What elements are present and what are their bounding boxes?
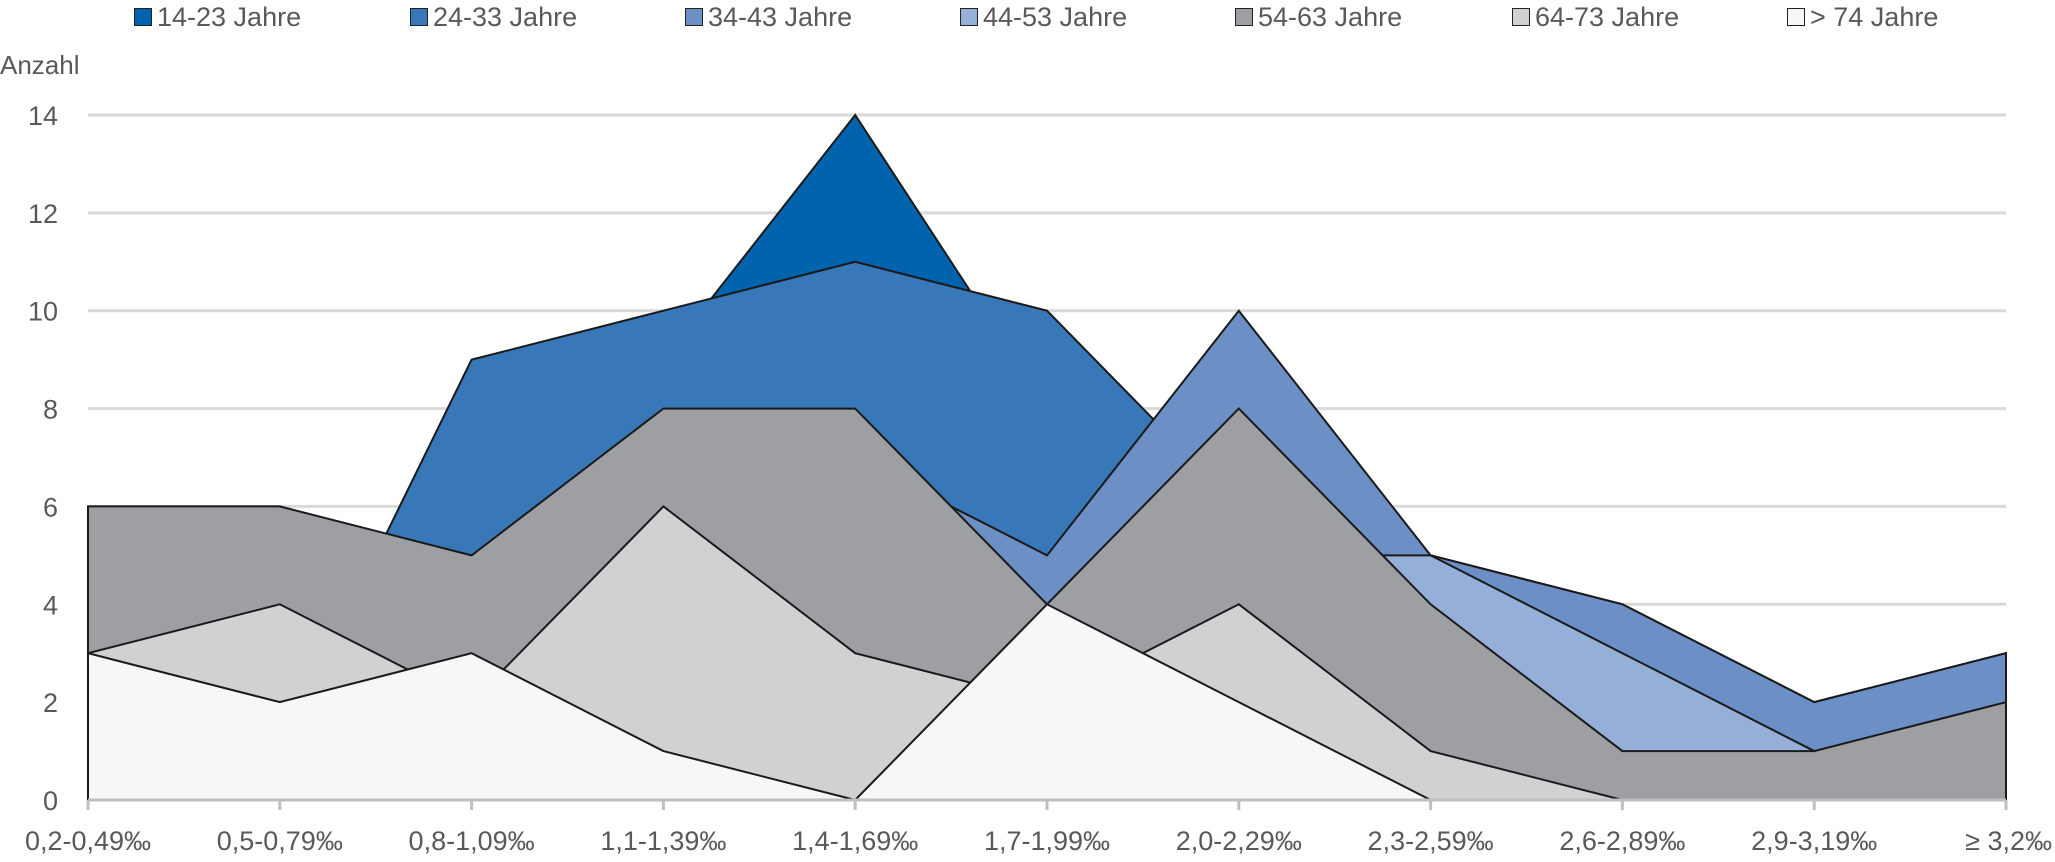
axes: 0 2 4 6 8 10 12 14 0,2-0,49‰ 0,5-0,79‰ 0,8-1,09‰ 1,… <box>0 50 2052 856</box>
legend-label: 64-73 Jahre <box>1535 1 1680 32</box>
legend-swatch <box>685 8 703 26</box>
y-tick-label: 2 <box>43 688 58 718</box>
legend-swatch <box>1787 8 1805 26</box>
x-tick-label: 0,2-0,49‰ <box>25 826 151 856</box>
legend-item: 54-63 Jahre <box>1235 2 1402 32</box>
legend-label: 34-43 Jahre <box>708 1 853 32</box>
legend-item: 24-33 Jahre <box>410 2 577 32</box>
legend-label: 24-33 Jahre <box>433 1 578 32</box>
legend-label: > 74 Jahre <box>1810 1 1939 32</box>
legend-swatch <box>1512 8 1530 26</box>
x-tick-label: 2,0-2,29‰ <box>1176 826 1302 856</box>
legend-item: 34-43 Jahre <box>685 2 852 32</box>
y-tick-label: 0 <box>43 786 58 816</box>
legend-item: > 74 Jahre <box>1787 2 1938 32</box>
x-tick-label: 2,6-2,89‰ <box>1559 826 1685 856</box>
y-tick-label: 8 <box>43 395 58 425</box>
y-tick-label: 6 <box>43 492 58 522</box>
x-tick-label: 0,8-1,09‰ <box>409 826 535 856</box>
y-tick-label: 4 <box>43 590 58 620</box>
legend: 14-23 Jahre 24-33 Jahre 34-43 Jahre 44-53 J… <box>0 0 2055 34</box>
legend-label: 14-23 Jahre <box>157 1 302 32</box>
legend-swatch <box>1235 8 1253 26</box>
x-tick-label: 0,5-0,79‰ <box>217 826 343 856</box>
x-tick-label: 1,4-1,69‰ <box>792 826 918 856</box>
y-axis-title: Anzahl <box>0 50 80 80</box>
x-tick-label: 1,7-1,99‰ <box>984 826 1110 856</box>
series-areas <box>87 113 2007 802</box>
legend-swatch <box>960 8 978 26</box>
x-tick-label: 2,3-2,59‰ <box>1368 826 1494 856</box>
legend-item: 64-73 Jahre <box>1512 2 1679 32</box>
legend-item: 14-23 Jahre <box>134 2 301 32</box>
legend-item: 44-53 Jahre <box>960 2 1127 32</box>
legend-swatch <box>410 8 428 26</box>
y-tick-label: 10 <box>28 297 58 327</box>
y-tick-label: 12 <box>28 199 58 229</box>
y-tick-label: 14 <box>28 101 58 131</box>
x-tick-label: ≥ 3,2‰ <box>1965 826 2052 856</box>
legend-label: 44-53 Jahre <box>983 1 1128 32</box>
x-tick-label: 2,9-3,19‰ <box>1751 826 1877 856</box>
x-tick-label: 1,1-1,39‰ <box>600 826 726 856</box>
legend-swatch <box>134 8 152 26</box>
legend-label: 54-63 Jahre <box>1258 1 1403 32</box>
